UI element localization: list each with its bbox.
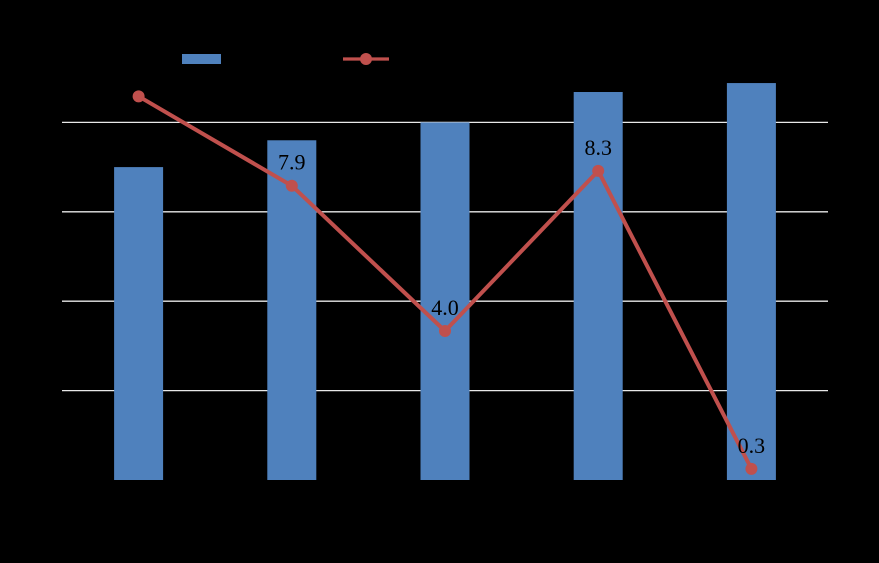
bar (267, 140, 317, 480)
data-point-marker (439, 325, 451, 337)
data-point-marker (285, 179, 298, 192)
legend-bar-swatch (182, 54, 221, 64)
data-point-marker (592, 164, 605, 177)
bar (573, 92, 623, 480)
data-point-marker (132, 90, 145, 103)
data-point-marker (745, 462, 758, 475)
bar (420, 122, 470, 481)
legend-line-marker-icon (360, 53, 372, 65)
data-label: 7.9 (278, 150, 306, 175)
data-label: 4.0 (431, 295, 459, 320)
bar (114, 167, 164, 480)
data-label: 8.3 (584, 135, 612, 160)
data-label: 0.3 (738, 433, 766, 458)
bar (726, 83, 776, 481)
